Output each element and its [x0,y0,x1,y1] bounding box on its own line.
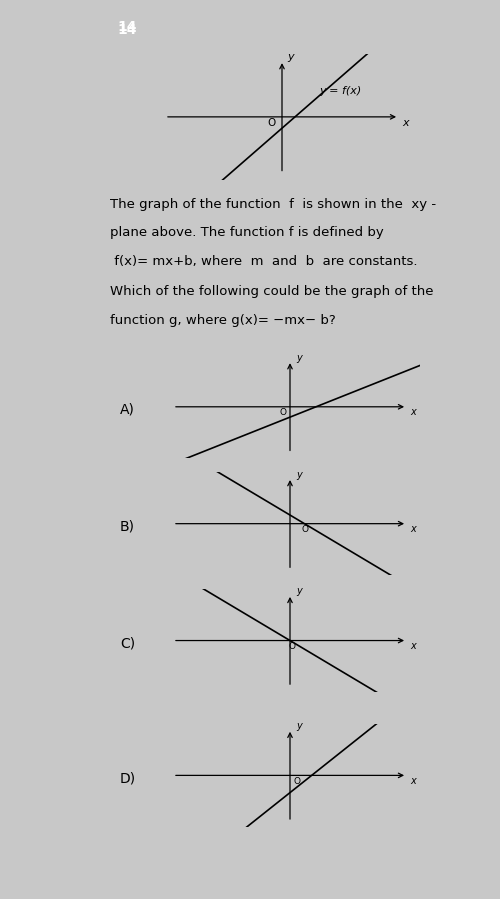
Text: The graph of the function  f  is shown in the  xy -: The graph of the function f is shown in … [110,198,436,211]
Text: y = f(x): y = f(x) [319,86,361,96]
Text: x: x [410,776,416,786]
Text: A): A) [120,403,135,416]
Text: 14: 14 [118,22,138,37]
Text: y: y [296,352,302,362]
Text: y: y [296,469,302,479]
Text: Which of the following could be the graph of the: Which of the following could be the grap… [110,285,434,298]
Text: plane above. The function f is defined by: plane above. The function f is defined b… [110,227,384,239]
Text: O: O [280,408,287,417]
Text: O: O [288,642,296,651]
Text: O: O [302,525,308,534]
Text: O: O [267,118,276,129]
Text: y: y [296,721,302,731]
Text: C): C) [120,636,135,650]
Text: x: x [410,524,416,534]
Text: x: x [410,407,416,417]
Text: y: y [296,586,302,596]
Text: x: x [402,118,409,129]
Text: y: y [288,52,294,62]
Text: f(x)= mx+b, where  m  and  b  are constants.: f(x)= mx+b, where m and b are constants. [110,254,418,268]
Text: B): B) [120,520,135,533]
Text: function g, where g(x)= −mx− b?: function g, where g(x)= −mx− b? [110,315,336,327]
Text: O: O [293,777,300,786]
Text: 14: 14 [118,20,138,34]
Text: x: x [410,641,416,651]
Text: D): D) [120,771,136,785]
